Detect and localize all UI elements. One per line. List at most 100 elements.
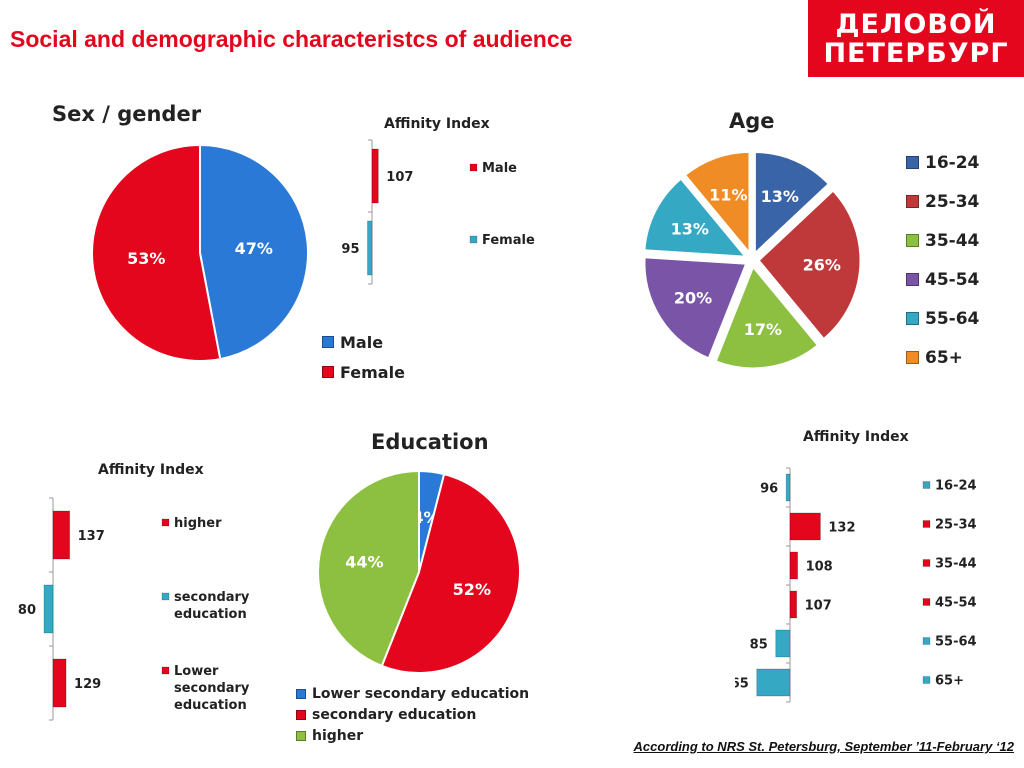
affinity-legend-label: Lower	[174, 664, 219, 679]
legend-swatch	[906, 273, 919, 286]
affinity-legend-label: education	[174, 698, 247, 713]
legend-swatch	[296, 709, 306, 720]
affinity-legend-label: 45-54	[935, 596, 977, 611]
affinity-bar-25-34	[789, 512, 821, 541]
pie-data-label: 20%	[674, 288, 712, 307]
affinity-legend-label: secondary	[174, 590, 250, 605]
sex-legend-item: Female	[322, 357, 405, 387]
legend-label: 65+	[925, 347, 963, 368]
affinity-bar-65-	[756, 668, 791, 697]
age-legend-item: 16-24	[906, 143, 979, 182]
sex-affinity-chart: 107 Male 95 Female	[341, 139, 535, 285]
legend-label: 25-34	[925, 191, 980, 212]
affinity-bar-secondary-education	[43, 584, 54, 634]
pie-slice-35-44	[713, 263, 821, 371]
legend-swatch	[922, 598, 931, 606]
education-pie-chart: 4%52%44%	[317, 469, 521, 674]
age-legend-item: 55-64	[906, 299, 979, 338]
affinity-value-label: 129	[74, 677, 101, 692]
legend-swatch	[922, 481, 931, 489]
affinity-bar-higher	[52, 510, 71, 560]
legend-swatch	[296, 730, 306, 741]
affinity-legend-label: Male	[482, 161, 517, 176]
pie-slice-higher	[317, 469, 420, 668]
sex-pie-chart: 47% 53%	[91, 143, 309, 362]
pie-slice-55-64	[642, 175, 751, 259]
affinity-bar-35-44	[789, 551, 798, 580]
affinity-value-label: 107	[386, 170, 413, 185]
sex-legend-item: Male	[322, 327, 405, 357]
pie-slice-female	[91, 143, 222, 362]
affinity-legend-label: 25-34	[935, 518, 977, 533]
education-legend-item: Lower secondary education	[296, 683, 529, 704]
sex-affinity-title: Affinity Index	[384, 116, 490, 132]
brand-logo: ДЕЛОВОЙ ПЕТЕРБУРГ	[808, 0, 1024, 77]
affinity-legend-label: 16-24	[935, 479, 977, 494]
affinity-legend-label: education	[174, 607, 247, 622]
affinity-value-label: 137	[78, 529, 105, 544]
page-title: Social and demographic characteristcs of…	[10, 26, 573, 52]
legend-label: Female	[340, 362, 405, 382]
education-affinity-chart: 137 higher 80 secondary education 129 Lower sec…	[18, 497, 250, 721]
education-legend: Lower secondary education secondary educ…	[296, 683, 529, 746]
affinity-value-label: 85	[750, 638, 768, 653]
pie-slice-25-34	[755, 187, 863, 342]
legend-swatch	[322, 336, 334, 348]
age-affinity-title: Affinity Index	[803, 429, 909, 445]
education-legend-item: secondary education	[296, 704, 529, 725]
sex-legend: Male Female	[322, 327, 405, 387]
affinity-bar-lower-secondary-education	[52, 658, 67, 708]
legend-swatch	[906, 351, 919, 364]
legend-swatch	[296, 688, 306, 699]
pie-data-label: 53%	[127, 249, 165, 268]
affinity-value-label: 132	[828, 521, 855, 536]
pie-data-label: 11%	[709, 185, 747, 204]
pie-data-label: 44%	[345, 553, 383, 572]
age-chart-title: Age	[729, 109, 775, 133]
affinity-value-label: 80	[18, 603, 36, 618]
affinity-legend-label: 55-64	[935, 635, 977, 650]
affinity-value-label: 107	[805, 599, 832, 614]
legend-swatch	[161, 592, 170, 601]
pie-slice-secondary-education	[380, 472, 521, 674]
sex-chart-title: Sex / gender	[52, 102, 202, 126]
legend-swatch	[906, 312, 919, 325]
pie-slice-45-54	[642, 255, 750, 361]
affinity-bar-45-54	[789, 590, 798, 619]
affinity-bar-55-64	[775, 629, 791, 658]
legend-swatch	[469, 163, 478, 172]
education-affinity-title: Affinity Index	[98, 462, 204, 478]
legend-swatch	[469, 235, 478, 244]
education-chart-title: Education	[371, 430, 489, 454]
affinity-legend-label: Female	[482, 233, 535, 248]
age-legend-item: 25-34	[906, 182, 979, 221]
affinity-legend-label: 65+	[935, 674, 964, 689]
affinity-value-label: 108	[806, 560, 833, 575]
legend-label: 55-64	[925, 308, 980, 329]
pie-slice-male	[199, 143, 309, 361]
affinity-value-label: 65	[735, 677, 749, 692]
legend-label: Male	[340, 332, 384, 352]
age-legend: 16-24 25-34 35-44 45-54 55-64 65+	[906, 143, 979, 377]
source-note: According to NRS St. Petersburg, Septemb…	[633, 739, 1014, 754]
legend-label: secondary education	[312, 706, 477, 723]
education-legend-item: higher	[296, 725, 529, 746]
pie-data-label: 47%	[235, 239, 273, 258]
legend-swatch	[922, 559, 931, 567]
pie-data-label: 13%	[671, 219, 709, 238]
affinity-bar-male	[371, 148, 379, 204]
legend-swatch	[906, 156, 919, 169]
affinity-legend-label: higher	[174, 516, 222, 531]
affinity-value-label: 96	[760, 482, 778, 497]
legend-label: 35-44	[925, 230, 980, 251]
pie-data-label: 26%	[803, 255, 841, 274]
age-legend-item: 65+	[906, 338, 979, 377]
pie-data-label: 17%	[744, 320, 782, 339]
affinity-legend-label: secondary	[174, 681, 250, 696]
age-affinity-chart: 96 16-24 132 25-34 108 35-44 107 45-54 85 55-64 65…	[735, 467, 977, 703]
legend-label: higher	[312, 727, 364, 744]
legend-swatch	[922, 676, 931, 684]
pie-slice-16-24	[752, 149, 832, 258]
age-legend-item: 45-54	[906, 260, 979, 299]
legend-label: Lower secondary education	[312, 685, 530, 702]
